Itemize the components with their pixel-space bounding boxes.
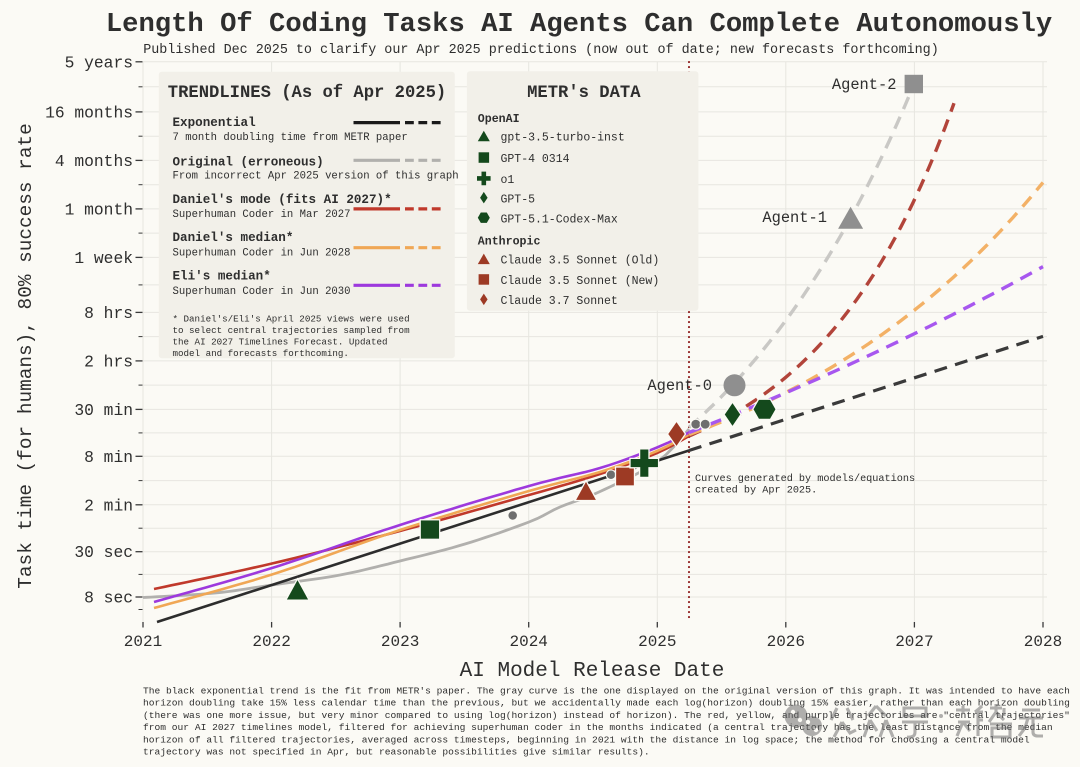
svg-text:8 hrs: 8 hrs xyxy=(84,304,133,323)
svg-text:to select central trajectories: to select central trajectories sampled f… xyxy=(173,325,411,336)
svg-text:Exponential: Exponential xyxy=(173,116,257,130)
svg-text:Claude 3.5 Sonnet (Old): Claude 3.5 Sonnet (Old) xyxy=(501,254,660,267)
svg-text:horizon doubling take 15% less: horizon doubling take 15% less calendar … xyxy=(143,698,1070,709)
svg-text:Agent-0: Agent-0 xyxy=(647,377,712,395)
svg-text:the AI 2027 Timelines Forecast: the AI 2027 Timelines Forecast. Updated xyxy=(173,337,388,348)
svg-text:1 month: 1 month xyxy=(65,200,133,219)
svg-text:METR's DATA: METR's DATA xyxy=(527,84,641,103)
svg-text:7 month doubling time from MET: 7 month doubling time from METR paper xyxy=(173,132,408,144)
svg-text:Claude 3.5 Sonnet (New): Claude 3.5 Sonnet (New) xyxy=(501,275,660,288)
svg-text:o1: o1 xyxy=(501,174,515,187)
svg-text:Daniel's median*: Daniel's median* xyxy=(173,231,294,245)
svg-text:1 week: 1 week xyxy=(74,249,133,268)
svg-text:Agent-1: Agent-1 xyxy=(762,209,827,227)
svg-text:(there was one more issue, but: (there was one more issue, but very mino… xyxy=(143,710,1070,721)
svg-text:8 min: 8 min xyxy=(84,448,133,467)
svg-text:2024: 2024 xyxy=(509,633,547,651)
svg-text:2 min: 2 min xyxy=(84,496,133,515)
svg-text:created by Apr 2025.: created by Apr 2025. xyxy=(695,485,817,497)
svg-text:2 hrs: 2 hrs xyxy=(84,352,133,371)
svg-text:8 sec: 8 sec xyxy=(84,589,133,608)
svg-text:horizon of all filtered trajec: horizon of all filtered trajectories, av… xyxy=(143,734,1030,745)
svg-text:Superhuman Coder in Jun 2028: Superhuman Coder in Jun 2028 xyxy=(173,248,351,260)
svg-text:The black exponential trend is: The black exponential trend is the fit f… xyxy=(143,686,1070,697)
svg-text:OpenAI: OpenAI xyxy=(478,113,520,126)
svg-text:model and forecasts forthcomin: model and forecasts forthcoming. xyxy=(173,348,349,359)
svg-text:* Daniel's/Eli's April 2025 vi: * Daniel's/Eli's April 2025 views were u… xyxy=(173,314,410,325)
svg-text:2028: 2028 xyxy=(1024,633,1062,651)
svg-text:Agent-2: Agent-2 xyxy=(832,76,897,94)
svg-text:2026: 2026 xyxy=(767,633,805,651)
svg-text:5 years: 5 years xyxy=(65,53,133,72)
svg-text:2023: 2023 xyxy=(381,633,419,651)
svg-text:Original (erroneous): Original (erroneous) xyxy=(173,155,324,169)
svg-text:4 months: 4 months xyxy=(55,152,133,171)
svg-text:AI Model Release Date: AI Model Release Date xyxy=(460,660,725,683)
svg-text:Task time (for humans), 80% su: Task time (for humans), 80% success rate xyxy=(15,123,37,588)
svg-text:Curves generated by models/equ: Curves generated by models/equations xyxy=(695,473,915,485)
svg-text:GPT-5: GPT-5 xyxy=(501,193,536,206)
svg-text:Superhuman Coder in Mar 2027: Superhuman Coder in Mar 2027 xyxy=(173,209,351,221)
svg-text:from our AI 2027 timelines mod: from our AI 2027 timelines model, filter… xyxy=(143,722,1053,733)
svg-text:GPT-4 0314: GPT-4 0314 xyxy=(501,153,570,166)
svg-text:30 sec: 30 sec xyxy=(74,543,133,562)
svg-text:TRENDLINES (As of Apr 2025): TRENDLINES (As of Apr 2025) xyxy=(168,84,446,103)
svg-text:16 months: 16 months xyxy=(45,103,133,122)
svg-text:gpt-3.5-turbo-inst: gpt-3.5-turbo-inst xyxy=(501,132,625,145)
svg-text:Published Dec 2025 to clarify: Published Dec 2025 to clarify our Apr 20… xyxy=(143,43,939,58)
svg-text:From incorrect Apr 2025 versio: From incorrect Apr 2025 version of this … xyxy=(173,171,459,183)
svg-text:30 min: 30 min xyxy=(74,401,133,420)
svg-text:Daniel's mode (fits AI 2027)*: Daniel's mode (fits AI 2027)* xyxy=(173,193,392,207)
svg-text:Claude 3.7 Sonnet: Claude 3.7 Sonnet xyxy=(501,295,618,308)
svg-text:2025: 2025 xyxy=(638,633,676,651)
svg-text:2021: 2021 xyxy=(124,633,162,651)
svg-text:GPT-5.1-Codex-Max: GPT-5.1-Codex-Max xyxy=(501,213,618,226)
svg-text:Superhuman Coder in Jun 2030: Superhuman Coder in Jun 2030 xyxy=(173,286,351,298)
svg-text:Length Of Coding Tasks AI Agen: Length Of Coding Tasks AI Agents Can Com… xyxy=(106,9,1052,40)
svg-text:2022: 2022 xyxy=(252,633,290,651)
svg-text:Anthropic: Anthropic xyxy=(478,236,541,249)
svg-text:Eli's median*: Eli's median* xyxy=(173,270,271,284)
svg-text:trajectory was not specified i: trajectory was not specified in Apr, but… xyxy=(143,747,650,758)
svg-text:2027: 2027 xyxy=(895,633,933,651)
